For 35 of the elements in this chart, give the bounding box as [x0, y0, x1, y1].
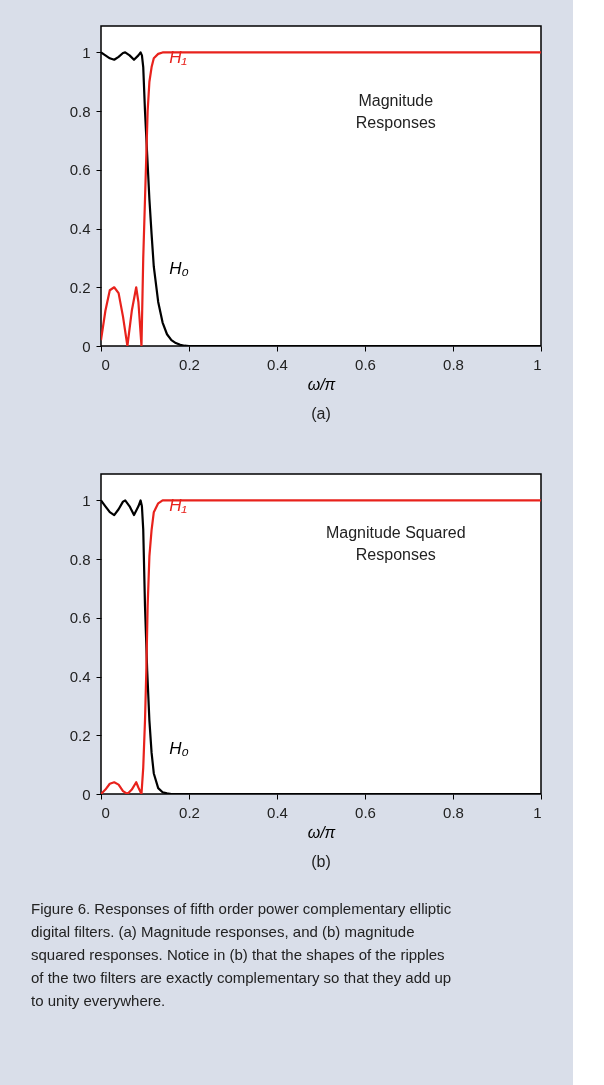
text: (a)	[311, 405, 331, 422]
x-axis-title: ω/π	[307, 375, 336, 393]
y-tick-label: 1	[82, 43, 91, 61]
series-label: H₁	[169, 48, 187, 67]
x-tick-label: 0	[101, 355, 110, 373]
x-tick-label: 0.6	[355, 803, 376, 821]
x-tick-label: 1	[533, 803, 542, 821]
y-tick-label: 0	[82, 337, 91, 355]
y-tick-label: 0.6	[69, 161, 91, 179]
x-tick-label: 1	[533, 355, 542, 373]
text: (b)	[311, 853, 331, 870]
series-label: H₁	[169, 496, 187, 515]
x-tick-label: 0.8	[443, 803, 464, 821]
x-tick-label: 0	[101, 803, 110, 821]
y-tick-label: 0.8	[69, 550, 91, 568]
y-tick-label: 0.4	[69, 220, 91, 238]
y-tick-label: 1	[82, 491, 91, 509]
y-tick-label: 0.4	[69, 668, 91, 686]
annotation: Magnitude Responses	[355, 92, 436, 132]
series-label: H₀	[169, 259, 189, 279]
y-tick-label: 0.8	[69, 102, 91, 120]
series-label: H₀	[169, 739, 189, 759]
x-tick-label: 0.4	[267, 803, 288, 821]
y-tick-label: 0	[82, 785, 91, 803]
x-tick-label: 0.8	[443, 355, 464, 373]
x-tick-label: 0.2	[179, 355, 200, 373]
x-tick-label: 0.6	[355, 355, 376, 373]
y-tick-label: 0.2	[69, 726, 91, 744]
x-axis-title: ω/π	[307, 823, 336, 841]
x-tick-label: 0.4	[267, 355, 288, 373]
annotation: Magnitude Squared Responses	[325, 524, 466, 564]
y-tick-label: 0.2	[69, 278, 91, 296]
x-tick-label: 0.2	[179, 803, 200, 821]
caption: Figure 6. Responses of fifth order power complementary elliptic digital filters. (a) Magnitude responses, and (b) magnitude squared responses. Notice in (b) that the shapes of the ripples of the two filters are exactly complementary so that they add up to unity everywhere.	[31, 900, 452, 1009]
y-tick-label: 0.6	[69, 609, 91, 627]
